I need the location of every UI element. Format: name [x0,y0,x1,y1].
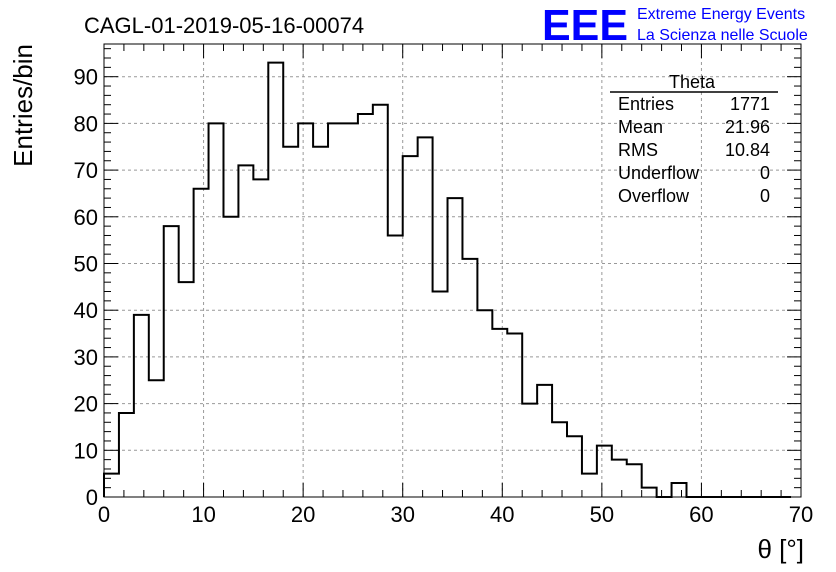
y-tick-label: 50 [74,251,98,276]
y-axis-label: Entries/bin [8,44,38,167]
x-tick-label: 0 [98,502,110,527]
stats-label: Mean [618,117,663,137]
x-tick-label: 10 [191,502,215,527]
stats-value: 0 [760,163,770,183]
stats-value: 10.84 [725,140,770,160]
logo-line-1: Extreme Energy Events [637,6,805,23]
grid-lines [104,44,801,497]
y-tick-label: 0 [86,485,98,510]
y-tick-label: 60 [74,205,98,230]
y-tick-label: 80 [74,111,98,136]
axis-ticks [103,44,802,498]
stats-value: 1771 [730,94,770,114]
x-axis-label: θ [°] [757,534,804,564]
x-tick-label: 70 [789,502,813,527]
y-tick-label: 10 [74,438,98,463]
stats-label: Underflow [618,163,700,183]
y-tick-label: 40 [74,298,98,323]
stats-value: 21.96 [725,117,770,137]
y-tick-label: 30 [74,345,98,370]
x-tick-label: 20 [291,502,315,527]
histogram-series [103,61,792,498]
logo-mark: EEE [542,1,628,50]
stats-label: Entries [618,94,674,114]
y-tick-label: 90 [74,65,98,90]
x-tick-label: 30 [390,502,414,527]
chart-title: CAGL-01-2019-05-16-00074 [84,13,364,38]
tick-labels: 0 10 20 30 40 50 60 70 0 10 20 30 40 50 60 70 80 90 [74,65,814,527]
logo-line-2: La Scienza nelle Scuole [637,27,808,44]
x-tick-label: 50 [590,502,614,527]
stats-rows: Entries 1771 Mean 21.96 RMS 10.84 Underflow 0 Ov… [618,94,770,206]
plot-frame [103,43,802,498]
x-tick-label: 60 [689,502,713,527]
eee-logo: EEE Extreme Energy Events La Scienza nel… [542,1,808,50]
x-tick-label: 40 [490,502,514,527]
stats-box: Theta Entries 1771 Mean 21.96 RMS 10.84 Underf… [610,72,778,206]
stats-box-name: Theta [669,72,716,92]
stats-value: 0 [760,186,770,206]
y-tick-label: 70 [74,158,98,183]
stats-label: RMS [618,140,658,160]
y-tick-label: 20 [74,392,98,417]
stats-label: Overflow [618,186,690,206]
